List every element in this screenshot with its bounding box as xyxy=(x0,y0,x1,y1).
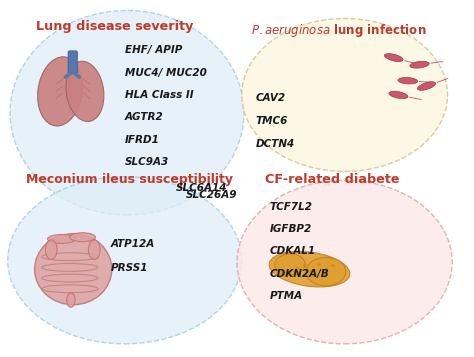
Ellipse shape xyxy=(66,61,104,121)
Text: Meconium ileus susceptibility: Meconium ileus susceptibility xyxy=(27,173,233,186)
Text: PTMA: PTMA xyxy=(270,291,303,301)
Text: ATP12A: ATP12A xyxy=(110,239,155,249)
Text: TMC6: TMC6 xyxy=(255,116,288,126)
Ellipse shape xyxy=(398,77,418,84)
Ellipse shape xyxy=(384,54,403,61)
Ellipse shape xyxy=(46,240,57,260)
Ellipse shape xyxy=(410,61,429,68)
Ellipse shape xyxy=(275,254,305,275)
Ellipse shape xyxy=(306,257,346,286)
Text: MUC4/ MUC20: MUC4/ MUC20 xyxy=(125,67,207,77)
Text: SLC9A3: SLC9A3 xyxy=(125,157,169,167)
Ellipse shape xyxy=(310,270,314,272)
Text: CDKN2A/B: CDKN2A/B xyxy=(270,269,329,279)
Text: CAV2: CAV2 xyxy=(255,93,286,103)
Ellipse shape xyxy=(389,91,408,99)
Text: IFRD1: IFRD1 xyxy=(125,135,160,145)
FancyBboxPatch shape xyxy=(68,51,77,73)
Text: HLA Class II: HLA Class II xyxy=(125,90,193,100)
Text: SLC6A14: SLC6A14 xyxy=(176,183,228,193)
Ellipse shape xyxy=(317,263,321,266)
Text: IGFBP2: IGFBP2 xyxy=(270,224,312,234)
Text: Lung disease severity: Lung disease severity xyxy=(36,20,193,33)
Ellipse shape xyxy=(237,180,452,344)
Ellipse shape xyxy=(10,10,244,215)
Text: SLC26A9: SLC26A9 xyxy=(185,190,237,200)
Ellipse shape xyxy=(302,264,307,267)
Ellipse shape xyxy=(418,82,436,90)
Ellipse shape xyxy=(47,235,75,243)
Ellipse shape xyxy=(35,233,112,305)
Text: AGTR2: AGTR2 xyxy=(125,112,164,122)
Ellipse shape xyxy=(8,177,242,344)
Text: CDKAL1: CDKAL1 xyxy=(270,246,316,256)
Ellipse shape xyxy=(37,57,82,126)
Text: CF-related diabete: CF-related diabete xyxy=(265,173,400,186)
Ellipse shape xyxy=(324,268,328,271)
Text: PRSS1: PRSS1 xyxy=(110,263,148,273)
Text: $\it{P. aeruginosa}$ lung infection: $\it{P. aeruginosa}$ lung infection xyxy=(251,22,427,39)
Text: EHF/ APIP: EHF/ APIP xyxy=(125,45,182,55)
Text: TCF7L2: TCF7L2 xyxy=(270,202,313,212)
Ellipse shape xyxy=(330,264,335,267)
Ellipse shape xyxy=(70,233,95,242)
Text: DCTN4: DCTN4 xyxy=(255,139,295,149)
Ellipse shape xyxy=(269,251,350,287)
Ellipse shape xyxy=(295,267,300,270)
Ellipse shape xyxy=(67,293,75,307)
Ellipse shape xyxy=(89,240,100,260)
Ellipse shape xyxy=(242,19,447,171)
